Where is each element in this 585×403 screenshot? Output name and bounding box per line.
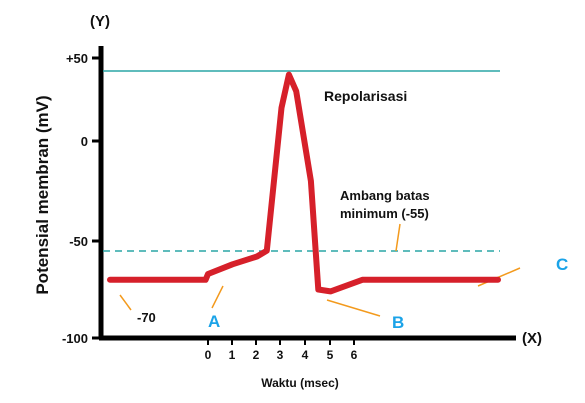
x-axis-label: Waktu (msec) [261, 376, 339, 390]
threshold-label-line2: minimum (-55) [340, 206, 429, 221]
point-b-leader [326, 299, 381, 317]
resting-potential-label: -70 [137, 310, 156, 325]
y-tick-label: +50 [66, 51, 88, 66]
point-c-label: C [556, 255, 568, 274]
threshold-label-line1: Ambang batas [340, 188, 430, 203]
y-tick-label: -100 [62, 331, 88, 346]
repolarisasi-label: Repolarisasi [324, 88, 407, 104]
x-tick-label: 1 [229, 348, 236, 362]
x-axis-corner-label: (X) [522, 330, 542, 347]
x-tick-label: 3 [277, 348, 284, 362]
y-axis-label: Potensial membran (mV) [33, 95, 52, 294]
action-potential-trace [107, 71, 501, 295]
x-tick-label: 4 [302, 348, 309, 362]
point-b-label: B [392, 313, 404, 332]
x-tick-label: 6 [351, 348, 358, 362]
resting-leader [119, 294, 132, 311]
y-tick-label: 0 [81, 134, 88, 149]
threshold-leader [395, 223, 401, 252]
y-tick-label: -50 [69, 234, 88, 249]
x-tick-label: 2 [253, 348, 260, 362]
y-axis-corner-label: (Y) [90, 13, 110, 30]
point-a-leader [211, 285, 224, 309]
x-tick-label: 0 [205, 348, 212, 362]
x-tick-label: 5 [327, 348, 334, 362]
point-a-label: A [208, 312, 220, 331]
